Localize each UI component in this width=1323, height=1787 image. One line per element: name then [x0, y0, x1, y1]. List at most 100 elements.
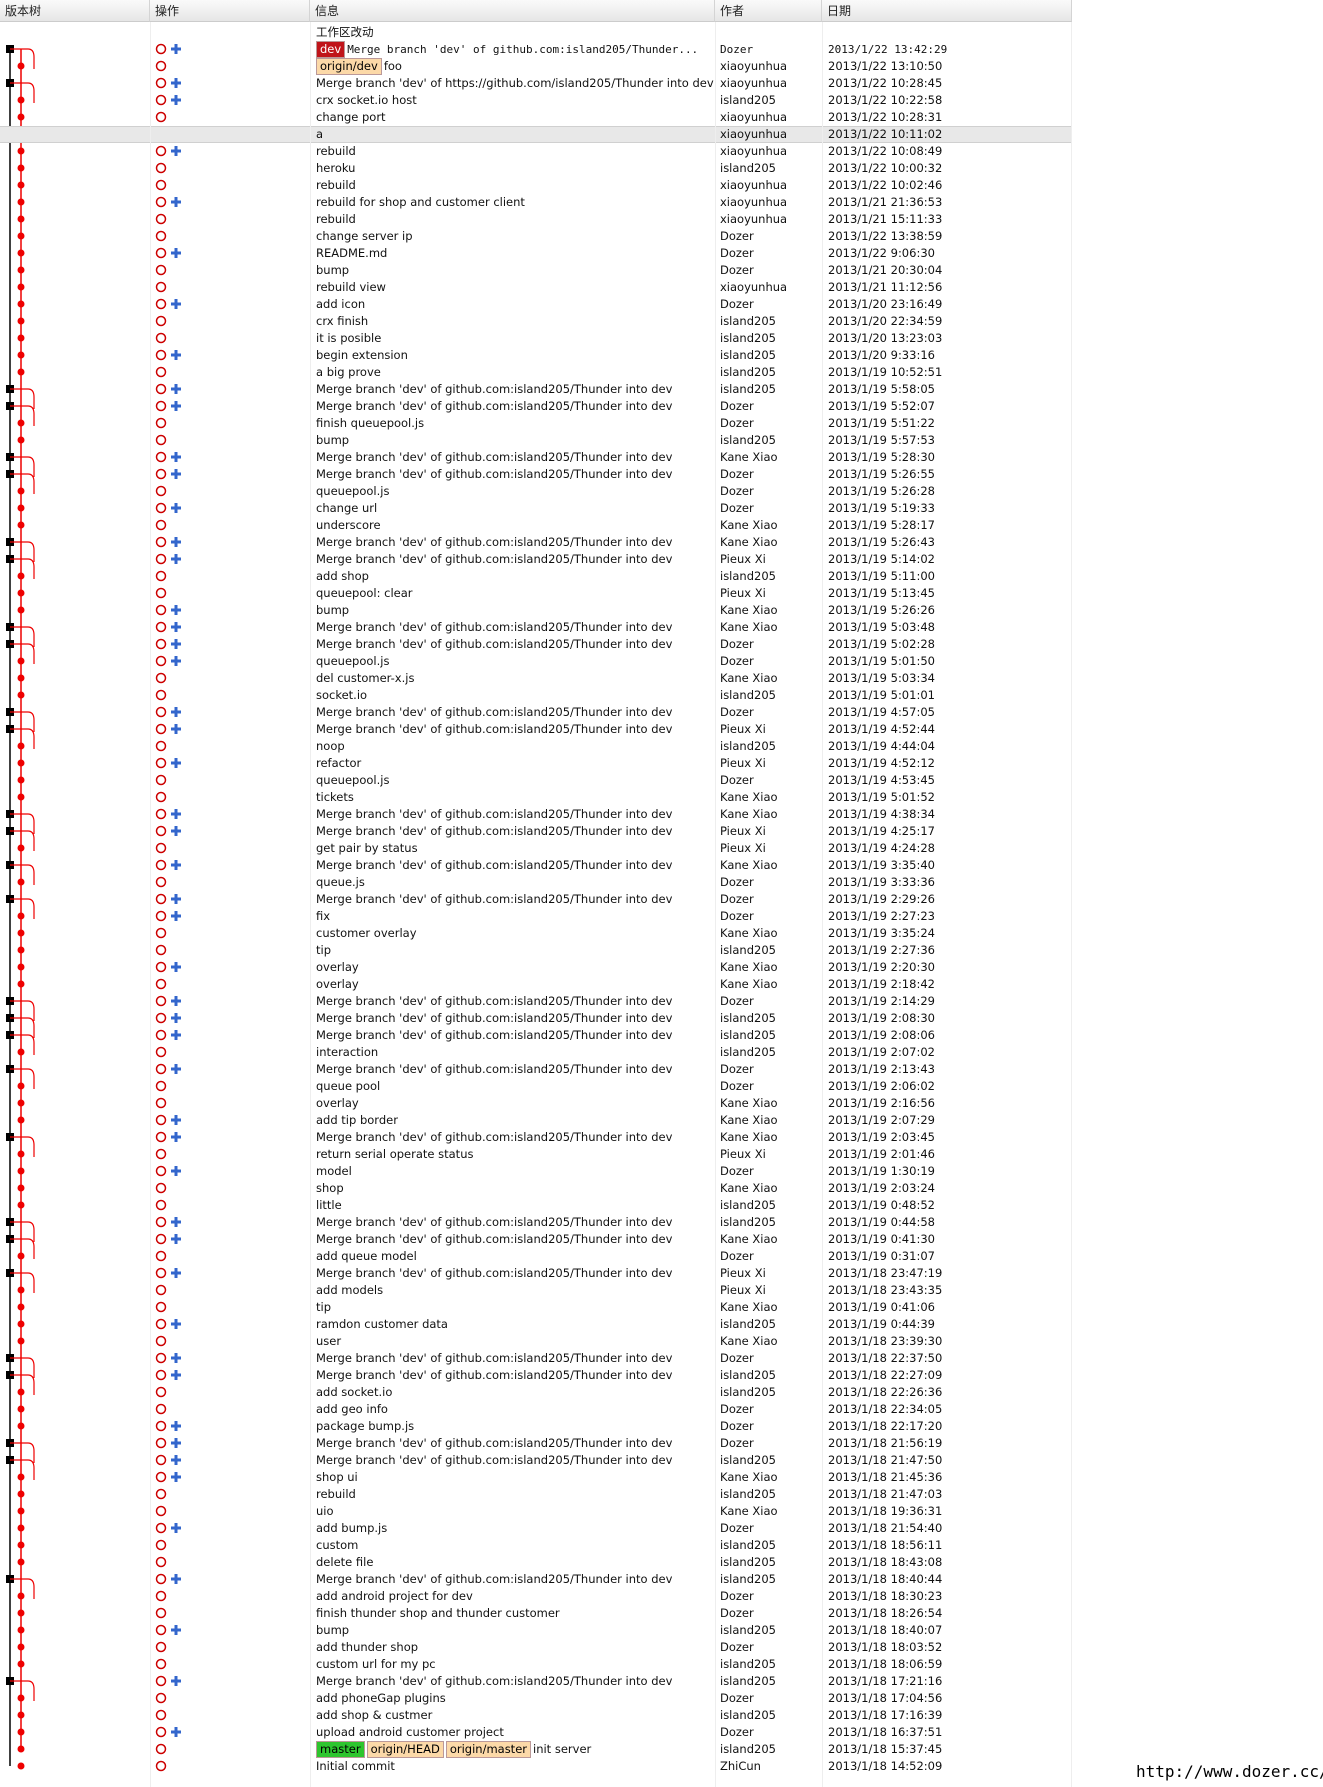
author: island205	[720, 569, 776, 583]
date: 2013/1/18 21:45:36	[828, 1470, 943, 1484]
message-text: Merge branch 'dev' of github.com:island2…	[316, 807, 673, 821]
merge-edge	[10, 1034, 35, 1055]
message-text: bump	[316, 603, 350, 617]
message-text: Merge branch 'dev' of github.com:island2…	[316, 1028, 673, 1042]
message-text: add socket.io	[316, 1385, 393, 1399]
author: Dozer	[720, 1062, 754, 1076]
op-icon	[155, 1420, 167, 1432]
commit-message: Merge branch 'dev' of github.com:island2…	[316, 398, 672, 415]
op-icon	[155, 1556, 167, 1568]
author: island205	[720, 348, 776, 362]
op-icon	[155, 417, 167, 429]
column-header: 版本树	[0, 0, 150, 22]
op-icon	[174, 1727, 178, 1737]
author: island205	[720, 1368, 776, 1382]
date: 2013/1/22 13:38:59	[828, 229, 943, 243]
op-icon	[155, 1726, 167, 1738]
author: Kane Xiao	[720, 1504, 778, 1518]
author: Kane Xiao	[720, 1130, 778, 1144]
author: island205	[720, 1317, 776, 1331]
op-icon	[155, 553, 167, 565]
message-text: Initial commit	[316, 1759, 395, 1773]
date: 2013/1/22 10:02:46	[828, 178, 943, 192]
commit-message: fix	[316, 908, 330, 925]
op-icon	[155, 791, 167, 803]
message-text: little	[316, 1198, 342, 1212]
op-icon	[174, 826, 178, 836]
message-text: queuepool: clear	[316, 586, 413, 600]
commit-message: delete file	[316, 1554, 373, 1571]
op-icon	[155, 672, 167, 684]
author: island205	[720, 433, 776, 447]
commit-message: bump	[316, 1622, 349, 1639]
op-icon	[174, 996, 178, 1006]
commit-message: tip	[316, 942, 331, 959]
date: 2013/1/18 22:34:05	[828, 1402, 943, 1416]
commit-node	[17, 929, 25, 937]
date: 2013/1/19 3:33:36	[828, 875, 935, 889]
message-text: add shop	[316, 569, 369, 583]
author: island205	[720, 688, 776, 702]
op-icon	[174, 95, 178, 105]
date: 2013/1/19 4:44:04	[828, 739, 935, 753]
selected-row	[0, 126, 1072, 143]
message-text: return serial operate status	[316, 1147, 474, 1161]
op-icon	[174, 1319, 178, 1329]
op-icon	[174, 44, 178, 54]
commit-message: Merge branch 'dev' of github.com:island2…	[316, 721, 672, 738]
message-text: Merge branch 'dev' of github.com:island2…	[316, 1453, 673, 1467]
op-icon	[155, 808, 167, 820]
commit-message: uio	[316, 1503, 334, 1520]
commit-node	[17, 300, 25, 308]
op-icon	[155, 1454, 167, 1466]
commit-message: a big prove	[316, 364, 381, 381]
author: xiaoyunhua	[720, 127, 788, 141]
author: Dozer	[720, 1589, 754, 1603]
commit-message: refactor	[316, 755, 361, 772]
message-text: add geo info	[316, 1402, 388, 1416]
date: 2013/1/18 18:56:11	[828, 1538, 943, 1552]
author: xiaoyunhua	[720, 195, 788, 209]
date: 2013/1/19 1:30:19	[828, 1164, 935, 1178]
commit-node	[17, 368, 25, 376]
commit-message: little	[316, 1197, 342, 1214]
date: 2013/1/18 18:30:23	[828, 1589, 943, 1603]
commit-message: add queue model	[316, 1248, 417, 1265]
author: Kane Xiao	[720, 1300, 778, 1314]
author: Dozer	[720, 1691, 754, 1705]
author: Dozer	[720, 1249, 754, 1263]
commit-message: socket.io	[316, 687, 367, 704]
commit-node	[17, 419, 25, 427]
message-text: delete file	[316, 1555, 374, 1569]
merge-edge	[10, 456, 35, 477]
date: 2013/1/19 4:52:44	[828, 722, 935, 736]
author: Pieux Xi	[720, 552, 766, 566]
commit-node	[17, 963, 25, 971]
message-text: add icon	[316, 297, 366, 311]
op-icon	[155, 876, 167, 888]
author: Dozer	[720, 773, 754, 787]
merge-edge	[10, 82, 35, 103]
commit-node	[17, 249, 25, 257]
op-icon	[174, 707, 178, 717]
op-icon	[155, 638, 167, 650]
message-text: rebuild	[316, 178, 356, 192]
commit-node	[17, 1099, 25, 1107]
author: Dozer	[720, 909, 754, 923]
op-icon	[155, 1182, 167, 1194]
author: Kane Xiao	[720, 671, 778, 685]
op-icon	[174, 1217, 178, 1227]
commit-message: Merge branch 'dev' of github.com:island2…	[316, 534, 672, 551]
date: 2013/1/18 18:40:07	[828, 1623, 943, 1637]
merge-edge	[10, 1680, 35, 1701]
commit-message: Merge branch 'dev' of github.com:island2…	[316, 1265, 672, 1282]
commit-message: rebuild for shop and customer client	[316, 194, 525, 211]
message-text: customer overlay	[316, 926, 417, 940]
date: 2013/1/19 2:13:43	[828, 1062, 935, 1076]
commit-message: Merge branch 'dev' of github.com:island2…	[316, 1061, 672, 1078]
message-text: Merge branch 'dev' of github.com:island2…	[316, 552, 673, 566]
author: Dozer	[720, 43, 754, 56]
message-text: rebuild	[316, 212, 356, 226]
message-text: tip	[316, 1300, 332, 1314]
commit-node	[17, 266, 25, 274]
